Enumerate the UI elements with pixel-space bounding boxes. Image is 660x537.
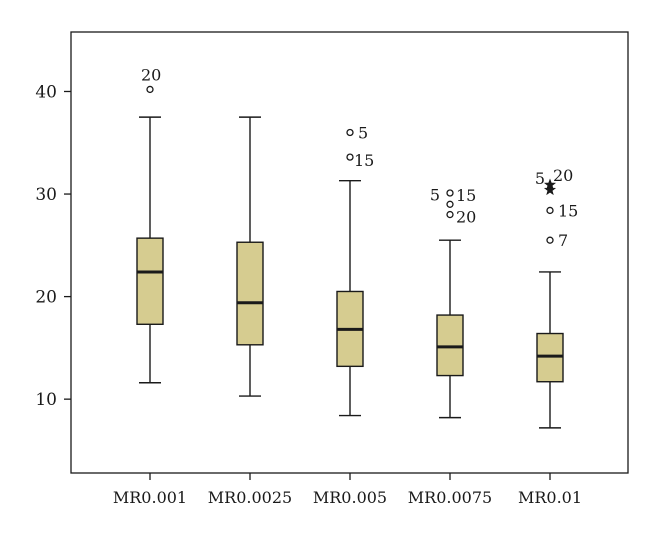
y-tick-label: 40 [35, 82, 57, 102]
y-axis: 10 20 30 40 [35, 82, 71, 410]
outlier-circle-marker [146, 85, 154, 94]
iqr-box [436, 314, 464, 377]
outlier-label: 20 [456, 208, 476, 227]
outlier-label: 15 [354, 151, 374, 170]
iqr-box [536, 332, 564, 383]
x-tick-label: MR0.001 [113, 488, 187, 507]
x-tick-label: MR0.0025 [208, 488, 292, 507]
outlier-label: 5 [535, 169, 545, 188]
outlier-circle-marker [446, 189, 454, 197]
box-MR0.0075: 15 5 20 [430, 185, 476, 419]
x-tick-label: MR0.0075 [408, 488, 492, 507]
outlier-circle-marker [346, 153, 354, 161]
iqr-box [136, 237, 164, 325]
x-tick-label: MR0.005 [313, 488, 387, 507]
box-MR0.001: 20 [136, 65, 164, 384]
outlier-label: 20 [141, 65, 161, 84]
box-MR0.01: 5 20 15 7 [535, 166, 578, 429]
outlier-circle-marker [346, 128, 354, 137]
outlier-circle-marker [546, 236, 554, 244]
outlier-label: 20 [553, 166, 573, 185]
y-tick-label: 10 [35, 390, 57, 410]
box-MR0.0025 [236, 116, 264, 397]
outlier-label: 5 [358, 124, 368, 143]
y-tick-label: 30 [35, 185, 57, 205]
outlier-label: 5 [430, 185, 440, 204]
outlier-star-marker [543, 183, 557, 196]
iqr-box [236, 241, 264, 346]
outlier-label: 15 [558, 201, 578, 220]
box-MR0.005: 515 [336, 124, 374, 417]
x-axis: MR0.001 MR0.0025 MR0.005 MR0.0075 MR0.01 [113, 473, 582, 507]
outlier-label: 15 [456, 186, 476, 205]
outlier-circle-marker [446, 200, 454, 208]
outlier-circle-marker [546, 206, 554, 215]
x-tick-label: MR0.01 [518, 488, 582, 507]
outlier-label: 7 [558, 231, 568, 250]
y-tick-label: 20 [35, 288, 57, 308]
outlier-circle-marker [446, 210, 454, 219]
